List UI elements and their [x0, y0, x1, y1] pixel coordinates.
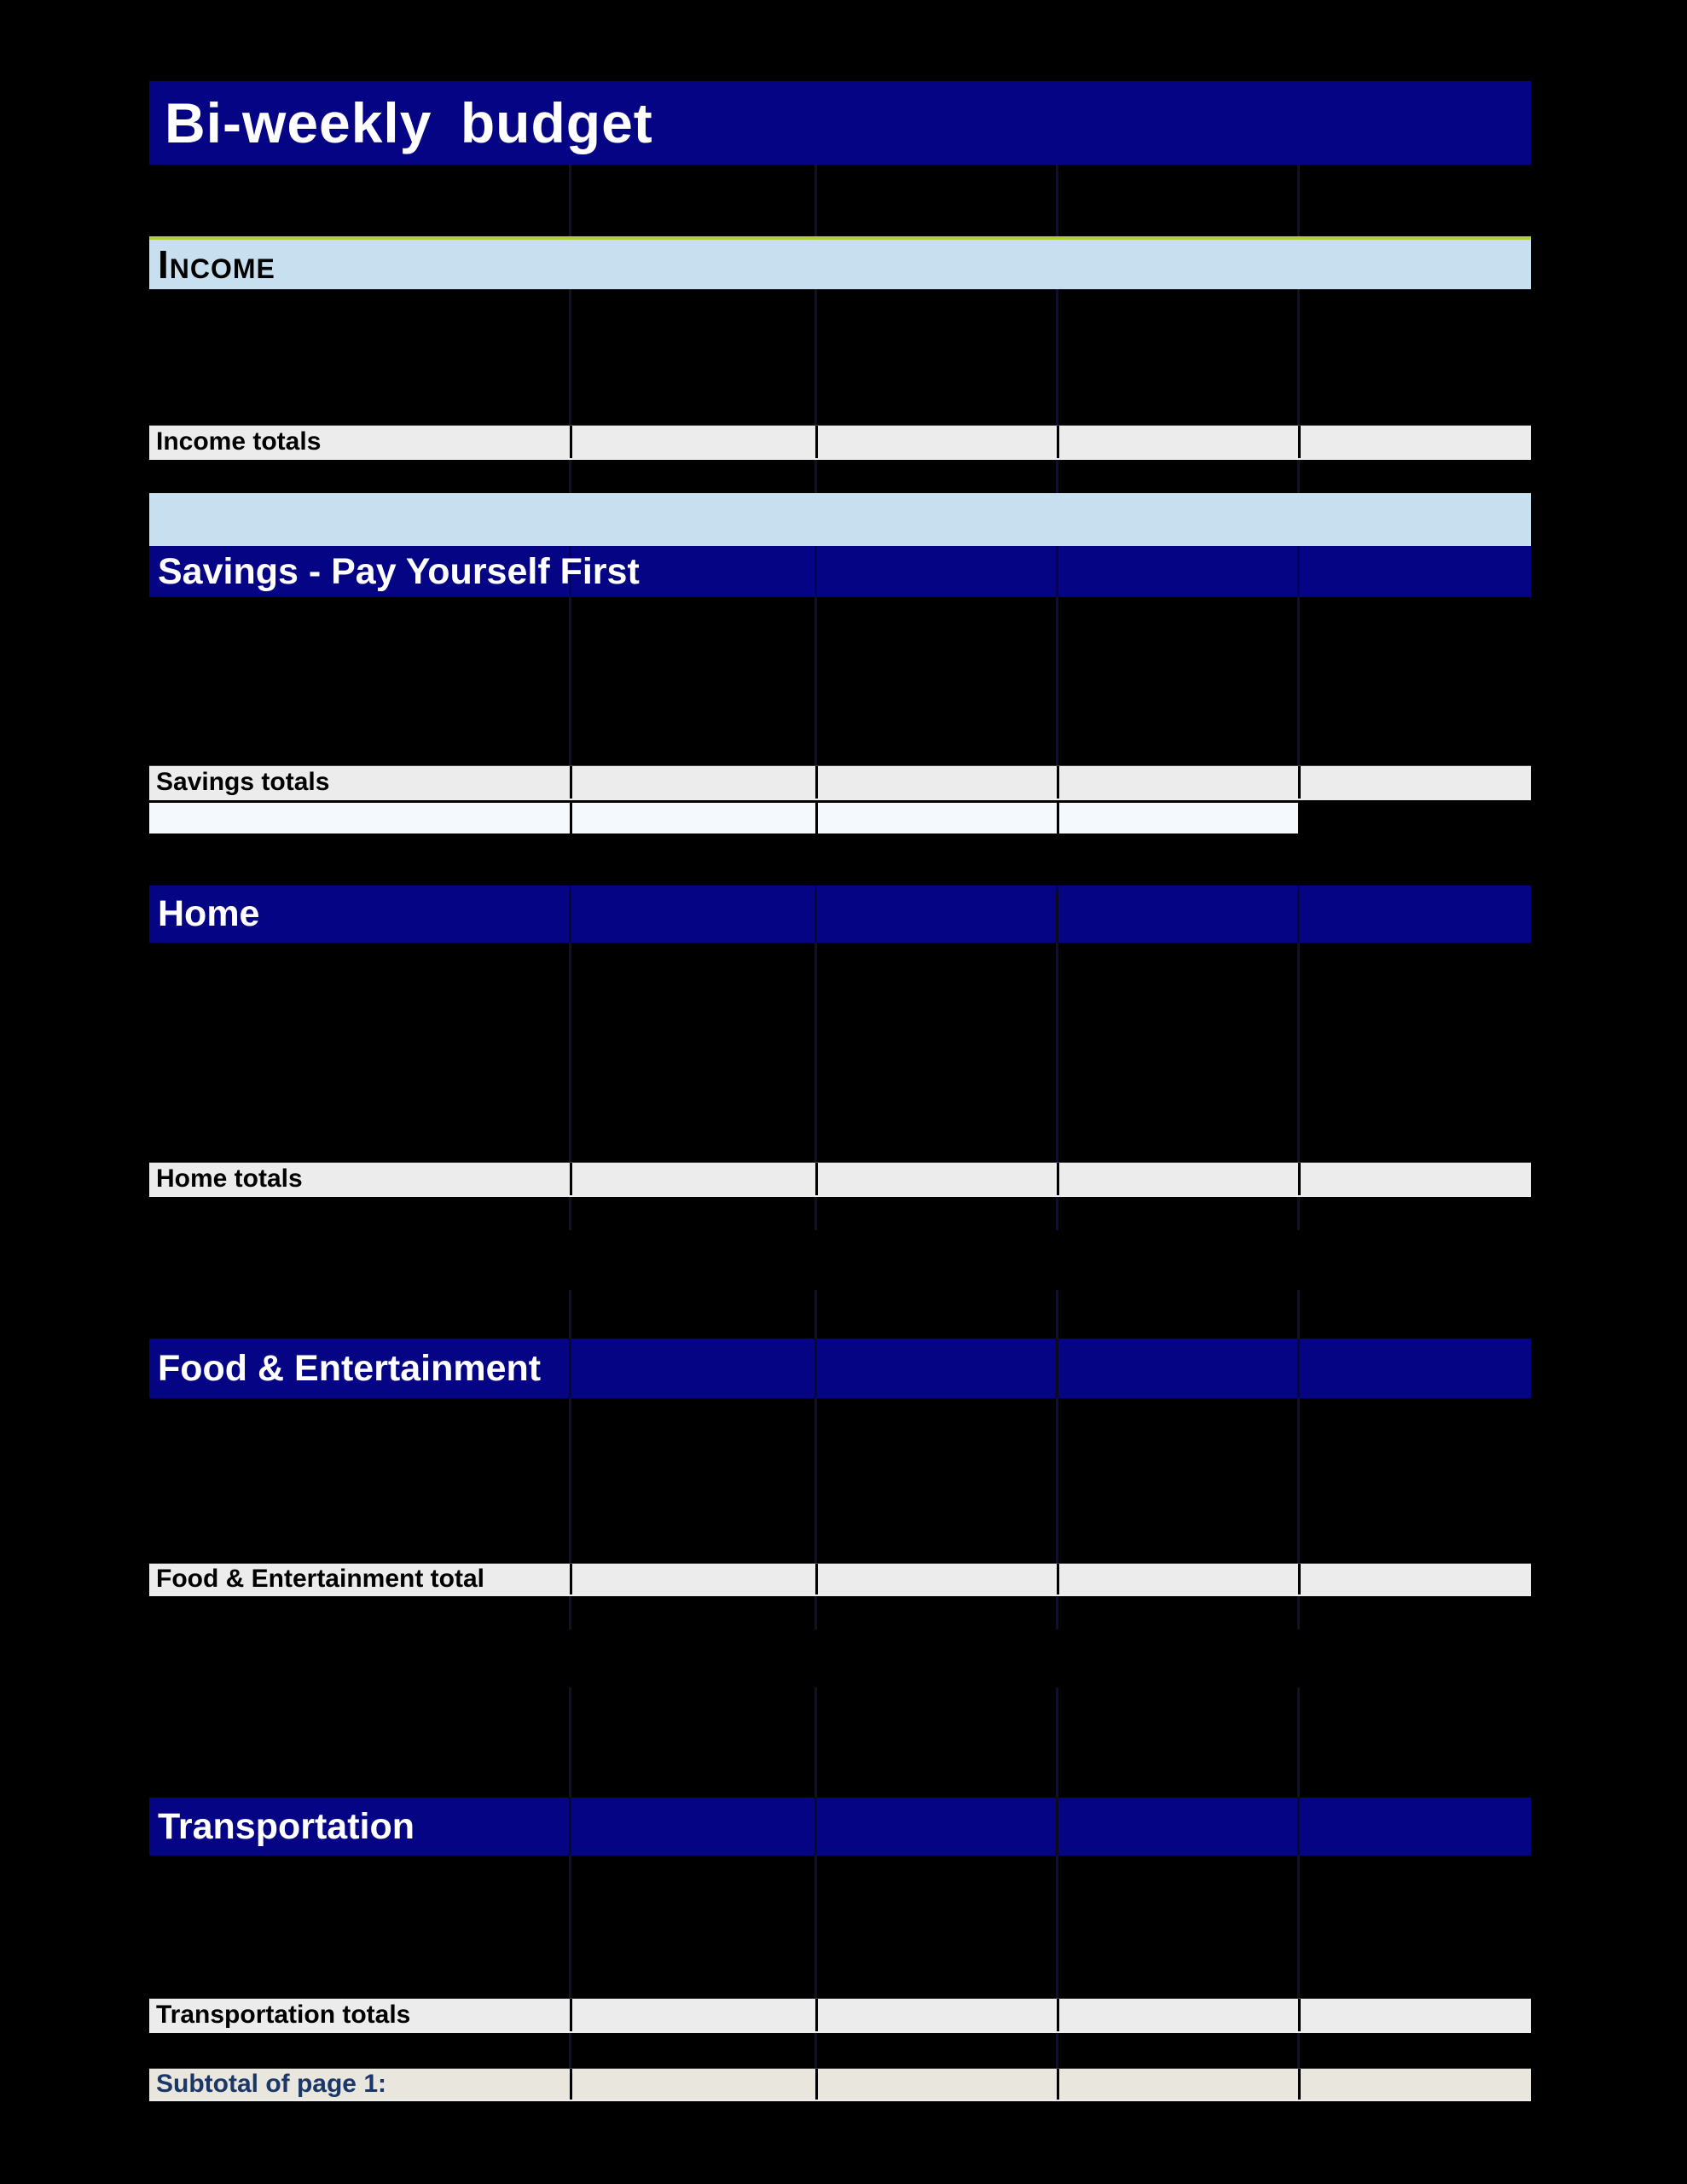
column-guides — [149, 2033, 1531, 2068]
savings-totals-value-cell[interactable] — [570, 766, 815, 799]
page-title: Bi-weekly budget — [165, 91, 653, 154]
savings-section-header: Savings - Pay Yourself First — [149, 546, 1531, 597]
food-total-label-cell: Food & Entertainment total — [149, 1564, 570, 1594]
savings-totals-value-cell[interactable] — [1298, 766, 1531, 799]
food-total-value-cell[interactable] — [815, 1564, 1057, 1594]
savings-totals-row: Savings totals — [149, 765, 1531, 800]
column-guides — [149, 289, 1531, 425]
home-section-header: Home — [149, 886, 1531, 943]
income-totals-label-cell: Income totals — [149, 426, 570, 458]
transportation-totals-value-cell[interactable] — [570, 1999, 815, 2031]
subtotal-label-cell: Subtotal of page 1: — [149, 2069, 570, 2100]
home-totals-label-cell: Home totals — [149, 1163, 570, 1195]
savings-entry-cell[interactable] — [570, 803, 815, 834]
transportation-totals-value-cell[interactable] — [1057, 1999, 1298, 2031]
transportation-header-label: Transportation — [158, 1805, 415, 1847]
transportation-totals-label-cell: Transportation totals — [149, 1999, 570, 2031]
savings-totals-label-cell: Savings totals — [149, 766, 570, 799]
food-total-row: Food & Entertainment total — [149, 1563, 1531, 1596]
food-total-value-cell[interactable] — [1057, 1564, 1298, 1594]
savings-entry-cell[interactable] — [815, 803, 1057, 834]
home-totals-value-cell[interactable] — [570, 1163, 815, 1195]
income-totals-value-cell[interactable] — [1057, 426, 1298, 458]
savings-totals-value-cell[interactable] — [815, 766, 1057, 799]
subtotal-value-cell[interactable] — [570, 2069, 815, 2100]
food-total-value-cell[interactable] — [570, 1564, 815, 1594]
home-totals-row: Home totals — [149, 1162, 1531, 1197]
column-guides — [149, 1596, 1531, 1629]
food-section-header: Food & Entertainment — [149, 1339, 1531, 1398]
column-guides — [149, 1197, 1531, 1230]
subtotal-row: Subtotal of page 1: — [149, 2068, 1531, 2101]
income-totals-row: Income totals — [149, 425, 1531, 460]
title-bar: Bi-weekly budget — [149, 81, 1531, 165]
savings-totals-value-cell[interactable] — [1057, 766, 1298, 799]
home-totals-value-cell[interactable] — [815, 1163, 1057, 1195]
savings-entry-cell[interactable] — [1057, 803, 1298, 834]
income-totals-value-cell[interactable] — [570, 426, 815, 458]
income-totals-value-cell[interactable] — [1298, 426, 1531, 458]
transportation-totals-value-cell[interactable] — [1298, 1999, 1531, 2031]
savings-section-top-strip — [149, 493, 1531, 546]
food-header-label: Food & Entertainment — [158, 1347, 542, 1389]
column-guides — [149, 460, 1531, 493]
subtotal-value-cell[interactable] — [1057, 2069, 1298, 2100]
income-totals-value-cell[interactable] — [815, 426, 1057, 458]
transportation-section-header: Transportation — [149, 1798, 1531, 1856]
column-guides — [149, 1290, 1531, 1563]
home-header-label: Home — [158, 893, 260, 934]
column-guides — [149, 165, 1531, 236]
savings-entry-cell[interactable] — [149, 803, 570, 834]
subtotal-value-cell[interactable] — [815, 2069, 1057, 2100]
home-totals-value-cell[interactable] — [1298, 1163, 1531, 1195]
income-section-header: Income — [149, 236, 1531, 289]
home-totals-value-cell[interactable] — [1057, 1163, 1298, 1195]
income-header-label: Income — [158, 242, 275, 287]
subtotal-value-cell[interactable] — [1298, 2069, 1531, 2100]
transportation-totals-value-cell[interactable] — [815, 1999, 1057, 2031]
food-total-value-cell[interactable] — [1298, 1564, 1531, 1594]
column-guides — [149, 597, 1531, 765]
savings-header-label: Savings - Pay Yourself First — [158, 550, 640, 592]
savings-entry-row — [149, 803, 1298, 834]
transportation-totals-row: Transportation totals — [149, 1998, 1531, 2033]
